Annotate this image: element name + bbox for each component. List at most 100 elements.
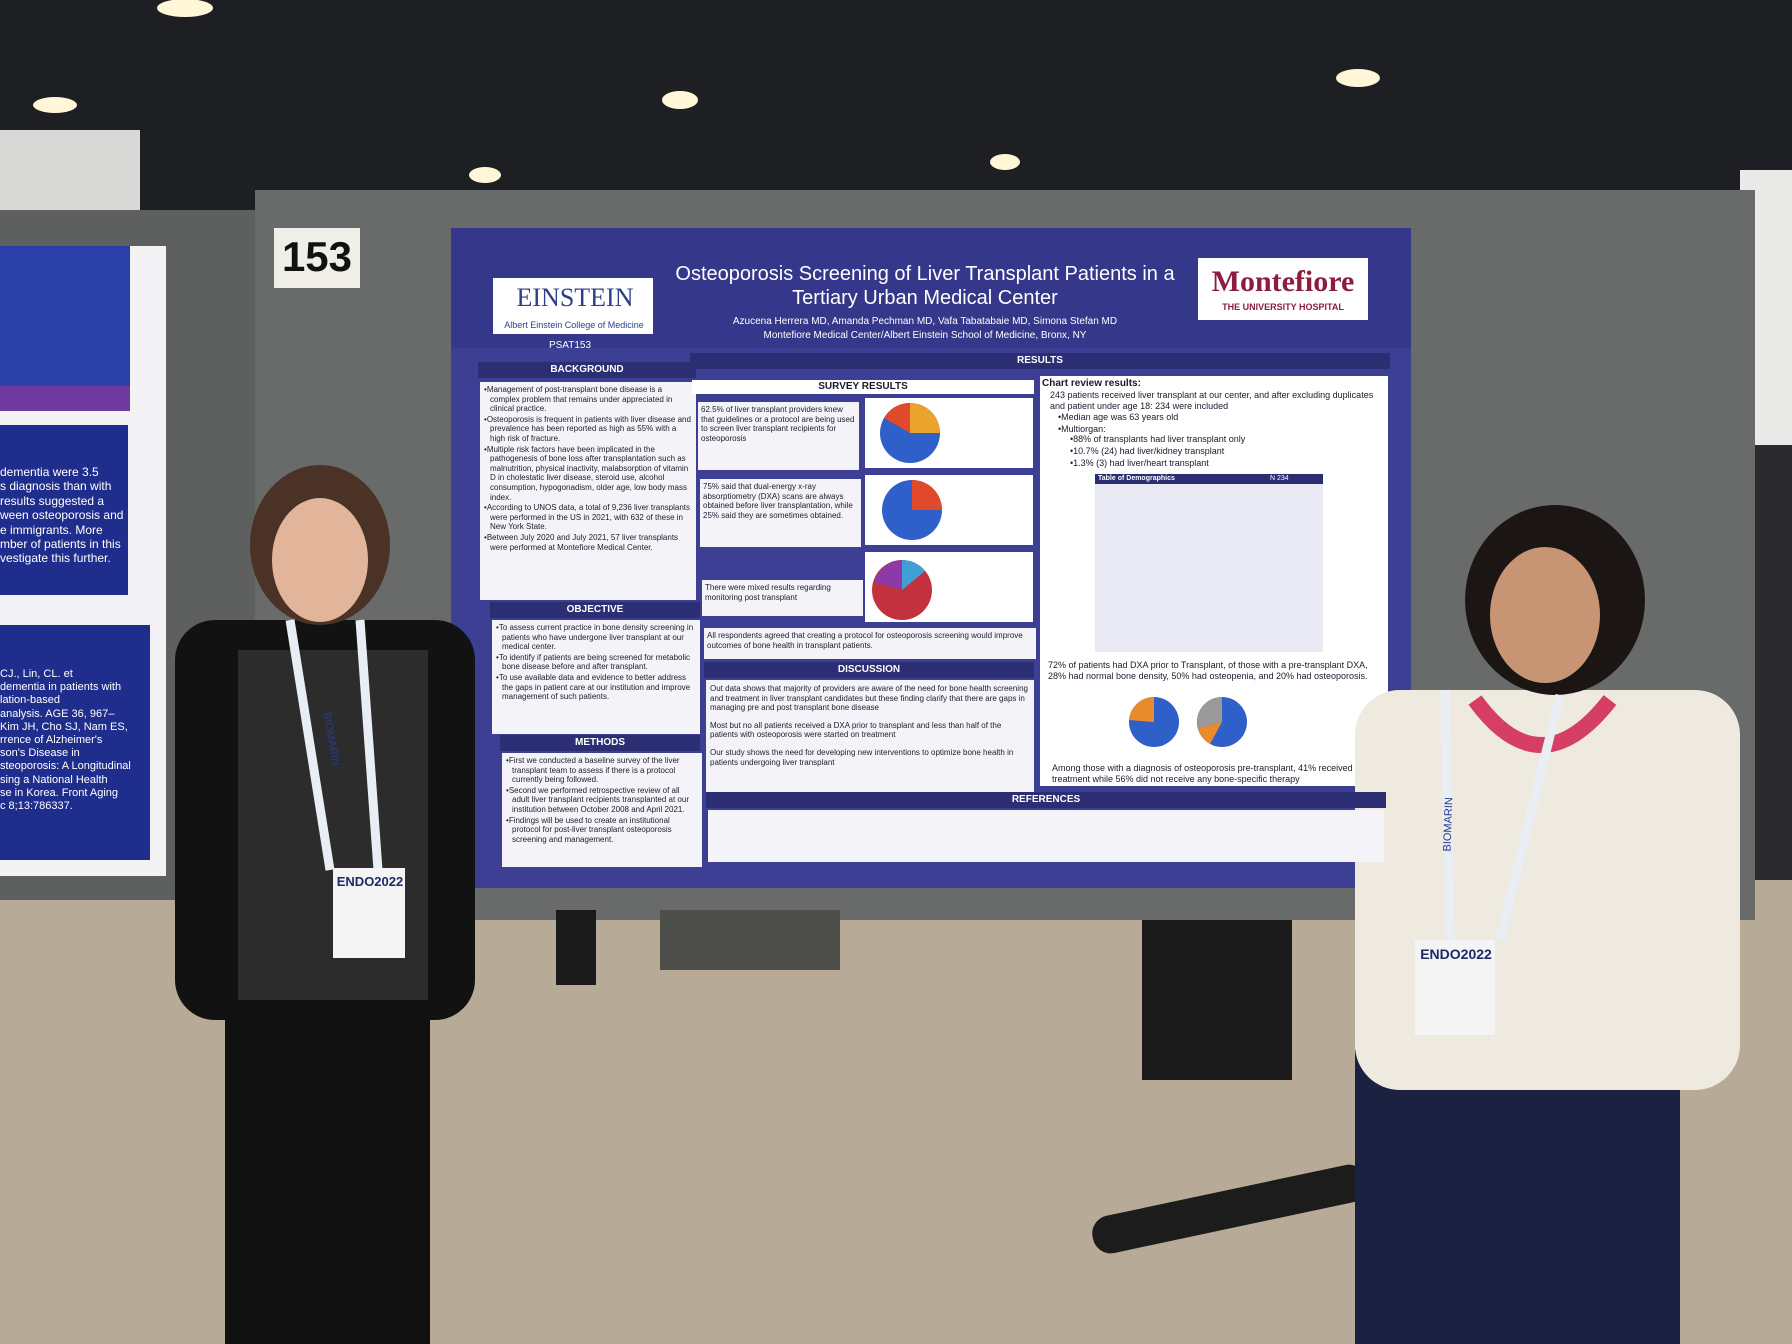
person-left-pants	[225, 1000, 430, 1344]
pie-decor	[1198, 722, 1222, 744]
board-number-card	[274, 228, 360, 288]
bullet: First we conducted a baseline survey of …	[506, 756, 698, 785]
einstein-logo	[493, 278, 653, 334]
text-line: se in Korea. Front Aging	[0, 786, 119, 799]
poster-code: PSAT153	[548, 340, 592, 351]
chart-review-sub: 88% of transplants had liver transplant …	[1070, 434, 1370, 469]
chart-review-heading: Chart review results:	[1042, 378, 1141, 389]
survey-agreement: All respondents agreed that creating a p…	[704, 628, 1036, 659]
embroidery	[1468, 695, 1617, 753]
bullet: 88% of transplants had liver transplant …	[1070, 434, 1370, 445]
left-poster-block	[0, 625, 150, 860]
background-person	[660, 910, 840, 970]
einstein-sub: Albert Einstein College of Medicine	[504, 320, 644, 330]
text-line: results suggested a	[0, 493, 105, 508]
survey-item: There were mixed results regarding monit…	[702, 580, 863, 616]
bullet: To use available data and evidence to be…	[496, 673, 696, 702]
text-line: dementia were 3.5	[0, 465, 99, 479]
section-header: RESULTS	[690, 353, 1390, 369]
background-person	[556, 910, 596, 985]
paragraph: Most but no all patients received a DXA …	[710, 720, 1002, 740]
bullet: Multiple risk factors have been implicat…	[484, 445, 692, 503]
lanyard	[1495, 693, 1565, 942]
text-line: vestigate this further.	[0, 551, 111, 566]
left-poster-band	[0, 386, 130, 411]
section-header: SURVEY RESULTS	[692, 380, 1034, 394]
bullet: To identify if patients are being screen…	[496, 653, 696, 672]
text-line: mber of patients in this	[0, 536, 121, 551]
section-header: REFERENCES	[706, 792, 1386, 808]
demographics-table	[1095, 474, 1323, 652]
bullet: According to UNOS data, a total of 9,236…	[484, 503, 692, 532]
methods-text: First we conducted a baseline survey of …	[502, 753, 702, 867]
badge	[1415, 940, 1495, 1035]
pie-decor	[902, 560, 925, 590]
badge-conference: ENDO2022	[1420, 946, 1492, 962]
montefiore-sub: THE UNIVERSITY HOSPITAL	[1222, 302, 1344, 312]
bullet: Second we performed retrospective review…	[506, 786, 698, 815]
person-right-face	[1490, 547, 1600, 683]
pie-decor	[912, 480, 942, 510]
bullet: 10.7% (24) had liver/kidney transplant	[1070, 446, 1370, 457]
light	[157, 0, 213, 17]
person-right-pants	[1355, 1050, 1680, 1344]
bullet: 1.3% (3) had liver/heart transplant	[1070, 458, 1370, 469]
bullet: Osteoporosis is frequent in patients wit…	[484, 415, 692, 444]
chart-review-dxa: 72% of patients had DXA prior to Transpl…	[1048, 660, 1368, 681]
bullet: Findings will be used to create an insti…	[506, 816, 698, 845]
poster-authors: Azucena Herrera MD, Amanda Pechman MD, V…	[732, 316, 1118, 327]
background-person	[1142, 920, 1292, 1080]
table-n: N 234	[1270, 475, 1289, 482]
text-line: c 8;13:786337.	[0, 799, 73, 812]
chart-review-bullets: Median age was 63 years oldMultiorgan:	[1058, 412, 1378, 436]
pie-decor	[874, 560, 902, 590]
bullet: To assess current practice in bone densi…	[496, 623, 696, 652]
pie-decor	[910, 403, 940, 433]
text-line: sing a National Health	[0, 773, 108, 786]
left-poster-text: dementia were 3.5 s diagnosis than with re…	[0, 465, 128, 566]
einstein-name: EINSTEIN	[516, 283, 634, 312]
pie-decor	[1197, 697, 1222, 728]
light	[990, 154, 1020, 170]
montefiore-logo	[1198, 258, 1368, 320]
left-poster-band	[0, 246, 130, 386]
pie-decor	[884, 403, 910, 433]
bullet: Between July 2020 and July 2021, 57 live…	[484, 533, 692, 552]
wall-panel	[0, 130, 140, 220]
badge-conference: ENDO2022	[336, 874, 404, 889]
section-header: METHODS	[500, 735, 700, 751]
section-header: BACKGROUND	[478, 362, 696, 378]
light	[1336, 69, 1380, 87]
lanyard	[355, 619, 383, 871]
survey-item: 75% said that dual-energy x-ray absorpti…	[700, 479, 861, 547]
chart-review-intro: 243 patients received liver transplant a…	[1050, 390, 1374, 411]
tube	[1092, 1164, 1368, 1254]
light	[469, 167, 501, 183]
montefiore-name: Montefiore	[1211, 265, 1355, 298]
demographics-table-header	[1095, 474, 1323, 484]
text-line: ween osteoporosis and	[0, 508, 124, 523]
references-panel	[708, 810, 1384, 862]
text-line: son's Disease in	[0, 747, 80, 760]
poster-title: Osteoporosis Screening of Liver Transpla…	[675, 263, 1175, 309]
paragraph: Out data shows that majority of provider…	[710, 684, 1028, 713]
text-line: CJ., Lin, CL. et	[0, 668, 73, 680]
text-line: Kim JH, Cho SJ, Nam ES,	[0, 720, 128, 733]
chart-review-treatment: Among those with a diagnosis of osteopor…	[1052, 763, 1353, 784]
left-poster-block	[0, 425, 128, 595]
bullet: Multiorgan:	[1058, 424, 1378, 435]
discussion-text: Out data shows that majority of provider…	[706, 680, 1034, 793]
paragraph: Our study shows the need for developing …	[710, 747, 1014, 767]
person-left-face	[272, 498, 368, 622]
text-line: steoporosis: A Longitudinal	[0, 760, 131, 773]
light	[662, 91, 698, 109]
poster-affiliation: Montefiore Medical Center/Albert Einstei…	[763, 330, 1087, 341]
lanyard	[1440, 689, 1455, 941]
light	[33, 97, 77, 113]
text-line: s diagnosis than with	[0, 479, 112, 494]
section-header: OBJECTIVE	[490, 602, 700, 618]
bullet: Management of post-transplant bone disea…	[484, 385, 692, 414]
text-line: rrence of Alzheimer's	[0, 733, 103, 746]
survey-item: 62.5% of liver transplant providers knew…	[698, 402, 859, 470]
